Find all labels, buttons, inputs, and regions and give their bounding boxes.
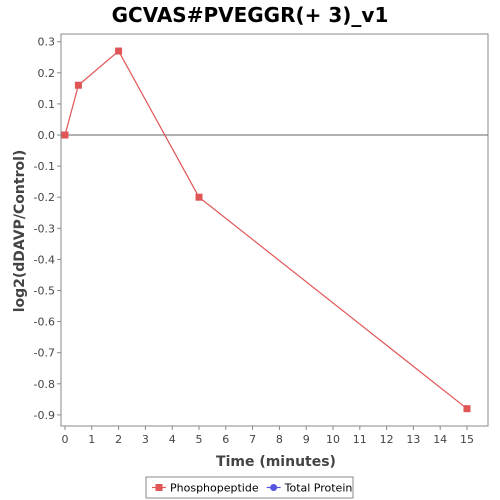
x-tick-label: 4 bbox=[169, 433, 176, 446]
y-tick-label: -0.8 bbox=[34, 378, 55, 391]
x-tick-label: 5 bbox=[196, 433, 203, 446]
data-point bbox=[195, 193, 203, 201]
x-tick-label: 9 bbox=[303, 433, 310, 446]
data-point bbox=[463, 405, 471, 413]
x-tick-label: 3 bbox=[142, 433, 149, 446]
y-tick-label: -0.1 bbox=[34, 160, 55, 173]
x-axis-label: Time (minutes) bbox=[216, 454, 336, 470]
legend-label: Phosphopeptide bbox=[170, 482, 259, 495]
x-tick-label: 10 bbox=[326, 433, 340, 446]
data-point bbox=[61, 131, 69, 139]
legend-label: Total Protein bbox=[284, 482, 353, 495]
legend: Phosphopeptide Total Protein bbox=[145, 476, 354, 499]
legend-marker bbox=[155, 484, 163, 491]
x-tick-label: 2 bbox=[115, 433, 122, 446]
y-tick-label: -0.6 bbox=[34, 316, 55, 329]
x-tick-label: 11 bbox=[353, 433, 367, 446]
x-tick-label: 0 bbox=[62, 433, 69, 446]
x-tick-label: 13 bbox=[406, 433, 420, 446]
y-tick-label: 0.2 bbox=[38, 67, 56, 80]
chart-title: GCVAS#PVEGGR(+ 3)_v1 bbox=[112, 3, 389, 27]
y-axis-label: log2(dDAVP/Control) bbox=[12, 150, 28, 313]
legend-marker bbox=[270, 484, 278, 491]
y-tick-label: -0.3 bbox=[34, 222, 55, 235]
x-tick-label: 12 bbox=[380, 433, 394, 446]
y-tick-label: -0.4 bbox=[34, 253, 55, 266]
y-tick-label: -0.7 bbox=[34, 347, 55, 360]
x-tick-label: 14 bbox=[433, 433, 447, 446]
x-tick-label: 1 bbox=[88, 433, 95, 446]
x-tick-label: 8 bbox=[276, 433, 283, 446]
y-tick-label: -0.9 bbox=[34, 409, 55, 422]
legend-box bbox=[145, 476, 354, 499]
x-tick-label: 6 bbox=[222, 433, 229, 446]
x-tick-label: 7 bbox=[249, 433, 256, 446]
x-tick-label: 15 bbox=[460, 433, 474, 446]
data-point bbox=[115, 47, 123, 55]
plot-area: 0.3 0.2 0.1 0.0 -0.1 -0.2 -0.3 -0.4 -0.5 -0.6 -0.7… bbox=[34, 33, 489, 446]
plot-frame bbox=[60, 33, 489, 427]
y-tick-label: -0.2 bbox=[34, 191, 55, 204]
y-tick-label: -0.5 bbox=[34, 285, 55, 298]
y-tick-label: 0.0 bbox=[38, 129, 56, 142]
y-tick-label: 0.1 bbox=[38, 98, 56, 111]
y-tick-label: 0.3 bbox=[38, 36, 56, 49]
data-point bbox=[74, 81, 82, 89]
